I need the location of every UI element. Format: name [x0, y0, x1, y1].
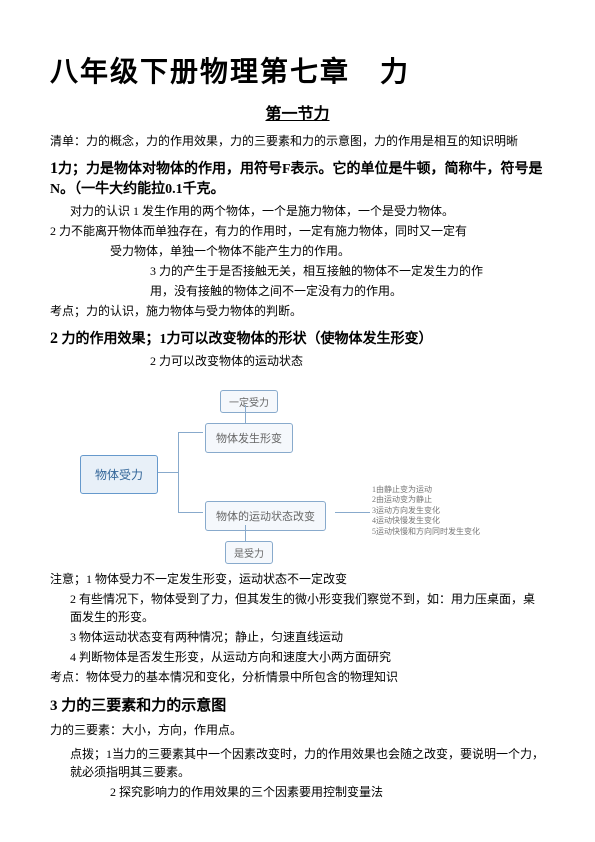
note-3: 3 物体运动状态变有两种情况；静止，匀速直线运动 — [50, 628, 545, 646]
s1-line-6: 考点；力的认识，施力物体与受力物体的判断。 — [50, 302, 545, 320]
section-1-num: 1 — [50, 160, 58, 177]
s3-line-2: 点拨；1当力的三要素其中一个因素改变时，力的作用效果也会随之改变，要说明一个力，… — [50, 745, 545, 781]
s1-line-3: 受力物体，单独一个物体不能产生力的作用。 — [50, 242, 545, 260]
diagram-node-bottom: 物体的运动状态改变 — [205, 501, 326, 531]
section-subtitle: 第一节力 — [50, 100, 545, 124]
s1-line-1: 对力的认识 1 发生作用的两个物体，一个是施力物体，一个是受力物体。 — [50, 202, 545, 220]
page-title: 八年级下册物理第七章 力 — [50, 50, 545, 90]
diagram-side-list: 1由静止变为运动 2由运动变为静止 3运动方向发生变化 4运动快慢发生变化 5运… — [372, 485, 480, 537]
section-3-head: 3 力的三要素和力的示意图 — [50, 694, 545, 715]
side-item-4: 4运动快慢发生变化 — [372, 516, 480, 526]
diagram-connector-h1 — [178, 432, 203, 433]
s3-line-1: 力的三要素：大小，方向，作用点。 — [50, 721, 545, 739]
side-item-3: 3运动方向发生变化 — [372, 506, 480, 516]
note-2: 2 有些情况下，物体受到了力，但其发生的微小形变我们察觉不到，如：用力压桌面，桌… — [50, 590, 545, 626]
diagram-node-main: 物体受力 — [80, 455, 158, 494]
section-1-head: 1力；力是物体对物体的作用，用符号F表示。它的单位是牛顿，简称牛，符号是N。（一… — [50, 158, 545, 198]
side-item-2: 2由运动变为静止 — [372, 495, 480, 505]
diagram-line-v-top — [245, 405, 246, 423]
section-2-text: 力的作用效果；1力可以改变物体的形状（使物体发生形变） — [58, 332, 433, 347]
force-diagram: 物体受力 一定受力 物体发生形变 物体的运动状态改变 是受力 1由静止变为运动 … — [80, 385, 545, 555]
diagram-connector-v — [178, 432, 179, 512]
diagram-node-top: 物体发生形变 — [205, 423, 293, 453]
diagram-connector — [158, 472, 178, 473]
note-5: 考点：物体受力的基本情况和变化，分析情景中所包含的物理知识 — [50, 668, 545, 686]
s1-line-5: 用，没有接触的物体之间不一定没有力的作用。 — [50, 282, 545, 300]
side-item-5: 5运动快慢和方向同时发生变化 — [372, 527, 480, 537]
section-1-text: 力；力是物体对物体的作用，用符号F表示。它的单位是牛顿，简称牛，符号是N。（一牛… — [50, 162, 543, 197]
note-1: 注意；1 物体受力不一定发生形变，运动状态不一定改变 — [50, 570, 545, 588]
section-2-head: 2 力的作用效果；1力可以改变物体的形状（使物体发生形变） — [50, 328, 545, 348]
section-2-num: 2 — [50, 330, 58, 347]
diagram-line-to-list — [335, 512, 370, 513]
s1-line-2: 2 力不能离开物体而单独存在，有力的作用时，一定有施力物体，同时又一定有 — [50, 222, 545, 240]
s3-line-3: 2 探究影响力的作用效果的三个因素要用控制变量法 — [50, 783, 545, 801]
diagram-node-top-small: 一定受力 — [220, 390, 278, 413]
diagram-connector-h2 — [178, 512, 203, 513]
s1-line-4: 3 力的产生于是否接触无关，相互接触的物体不一定发生力的作 — [50, 262, 545, 280]
s2-line-1: 2 力可以改变物体的运动状态 — [50, 352, 545, 370]
intro-text: 清单：力的概念，力的作用效果，力的三要素和力的示意图，力的作用是相互的知识明晰 — [50, 132, 545, 150]
side-item-1: 1由静止变为运动 — [372, 485, 480, 495]
diagram-node-bottom-small: 是受力 — [225, 541, 273, 564]
note-4: 4 判断物体是否发生形变，从运动方向和速度大小两方面研究 — [50, 648, 545, 666]
